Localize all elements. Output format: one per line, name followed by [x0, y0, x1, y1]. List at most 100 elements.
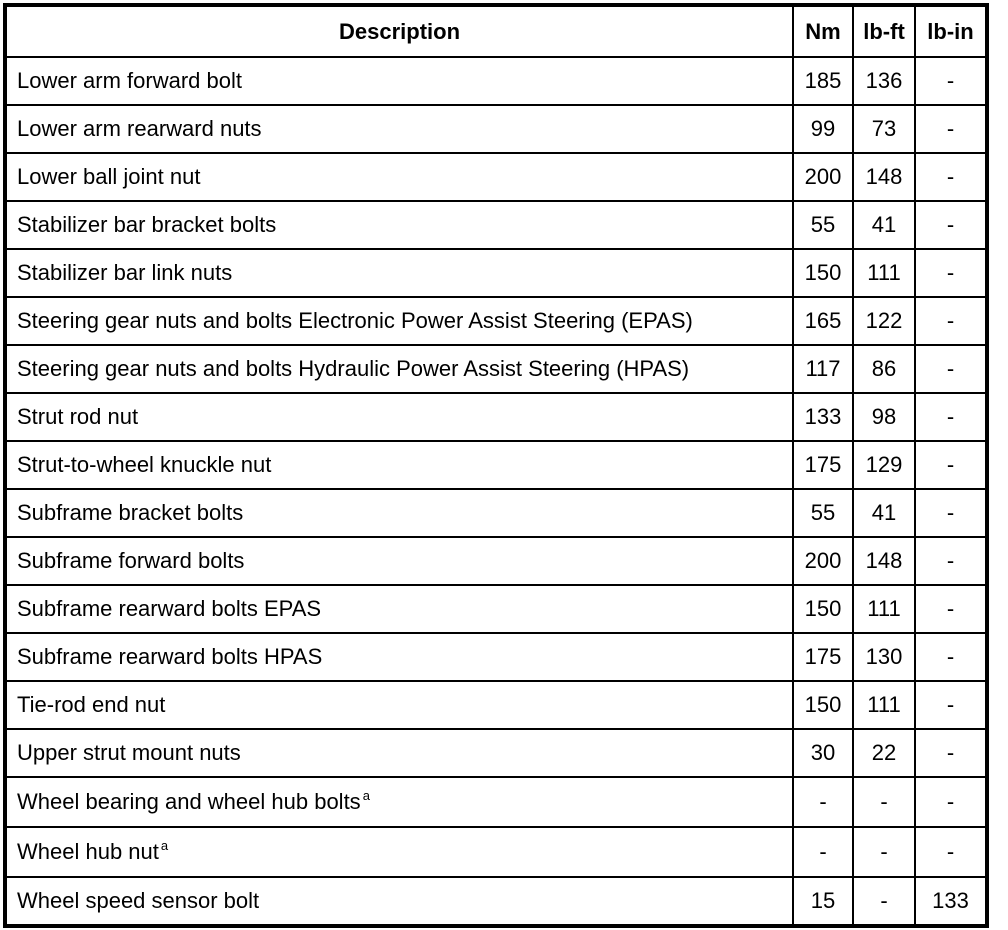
description-text: Stabilizer bar bracket bolts — [17, 212, 277, 237]
cell-description: Steering gear nuts and bolts Electronic … — [4, 296, 794, 346]
cell-lbft: - — [852, 876, 916, 927]
cell-description: Subframe rearward bolts EPAS — [4, 584, 794, 634]
description-text: Upper strut mount nuts — [17, 740, 241, 765]
cell-lbin: - — [914, 296, 988, 346]
description-text: Lower ball joint nut — [17, 164, 201, 189]
description-text: Subframe rearward bolts HPAS — [17, 644, 323, 669]
cell-lbin: - — [914, 728, 988, 778]
table-row: Lower ball joint nut 200 148- — [4, 152, 988, 202]
footnote-marker: a — [362, 788, 370, 803]
cell-description: Steering gear nuts and bolts Hydraulic P… — [4, 344, 794, 394]
cell-lbin: - — [914, 776, 988, 828]
table-row: Subframe rearward bolts EPAS 150 111- — [4, 584, 988, 634]
table-row: Upper strut mount nuts 30 22- — [4, 728, 988, 778]
cell-lbin: - — [914, 826, 988, 878]
cell-lbft: - — [852, 776, 916, 828]
description-text: Lower arm rearward nuts — [17, 116, 262, 141]
table-row: Lower arm rearward nuts 99 73- — [4, 104, 988, 154]
description-text: Tie-rod end nut — [17, 692, 166, 717]
cell-description: Lower arm rearward nuts — [4, 104, 794, 154]
table-row: Subframe rearward bolts HPAS 175 130- — [4, 632, 988, 682]
cell-lbft: - — [852, 826, 916, 878]
header-description: Description — [4, 4, 794, 58]
cell-description: Strut-to-wheel knuckle nut — [4, 440, 794, 490]
cell-lbin: - — [914, 584, 988, 634]
cell-description: Subframe bracket bolts — [4, 488, 794, 538]
cell-description: Stabilizer bar link nuts — [4, 248, 794, 298]
cell-lbft: 130 — [852, 632, 916, 682]
table-row: Wheel speed sensor bolt 15-133 — [4, 876, 988, 927]
cell-lbft: 98 — [852, 392, 916, 442]
cell-nm: 150 — [792, 680, 854, 730]
description-text: Strut-to-wheel knuckle nut — [17, 452, 272, 477]
cell-nm: 165 — [792, 296, 854, 346]
header-nm: Nm — [792, 4, 854, 58]
footnote-marker: a — [160, 838, 169, 853]
description-text: Steering gear nuts and bolts Electronic … — [17, 308, 693, 333]
cell-lbin: 133 — [914, 876, 988, 927]
cell-description: Wheel hub nut a — [4, 826, 794, 878]
cell-nm: 55 — [792, 200, 854, 250]
cell-description: Subframe forward bolts — [4, 536, 794, 586]
description-text: Wheel bearing and wheel hub bolts — [17, 789, 361, 814]
cell-lbin: - — [914, 680, 988, 730]
table-row: Stabilizer bar link nuts 150 111- — [4, 248, 988, 298]
cell-nm: 55 — [792, 488, 854, 538]
cell-lbft: 41 — [852, 200, 916, 250]
cell-description: Wheel bearing and wheel hub bolts a — [4, 776, 794, 828]
table-row: Steering gear nuts and bolts Hydraulic P… — [4, 344, 988, 394]
cell-description: Wheel speed sensor bolt — [4, 876, 794, 927]
cell-lbft: 148 — [852, 536, 916, 586]
table-row: Lower arm forward bolt 185 136- — [4, 56, 988, 106]
cell-lbin: - — [914, 152, 988, 202]
description-text: Strut rod nut — [17, 404, 139, 429]
description-text: Steering gear nuts and bolts Hydraulic P… — [17, 356, 690, 381]
table-row: Wheel hub nut a - - - — [4, 826, 988, 878]
cell-lbft: 136 — [852, 56, 916, 106]
cell-lbft: 22 — [852, 728, 916, 778]
cell-lbft: 73 — [852, 104, 916, 154]
table-row: Subframe bracket bolts 55 41- — [4, 488, 988, 538]
cell-lbin: - — [914, 248, 988, 298]
cell-lbft: 122 — [852, 296, 916, 346]
table-row: Strut-to-wheel knuckle nut 175 129- — [4, 440, 988, 490]
cell-nm: 175 — [792, 632, 854, 682]
cell-lbin: - — [914, 104, 988, 154]
cell-description: Tie-rod end nut — [4, 680, 794, 730]
cell-nm: 117 — [792, 344, 854, 394]
description-text: Stabilizer bar link nuts — [17, 260, 233, 285]
cell-lbin: - — [914, 536, 988, 586]
description-text: Lower arm forward bolt — [17, 68, 242, 93]
cell-nm: 133 — [792, 392, 854, 442]
cell-lbin: - — [914, 632, 988, 682]
cell-description: Stabilizer bar bracket bolts — [4, 200, 794, 250]
cell-nm: 15 — [792, 876, 854, 927]
cell-lbft: 111 — [852, 680, 916, 730]
description-text: Subframe rearward bolts EPAS — [17, 596, 322, 621]
cell-nm: - — [792, 826, 854, 878]
cell-nm: 150 — [792, 584, 854, 634]
table-row: Strut rod nut 133 98- — [4, 392, 988, 442]
cell-lbft: 111 — [852, 248, 916, 298]
cell-description: Subframe rearward bolts HPAS — [4, 632, 794, 682]
cell-lbin: - — [914, 56, 988, 106]
table-row: Subframe forward bolts 200 148- — [4, 536, 988, 586]
cell-nm: 175 — [792, 440, 854, 490]
cell-nm: 200 — [792, 152, 854, 202]
header-lbft: lb-ft — [852, 4, 916, 58]
cell-lbin: - — [914, 392, 988, 442]
cell-nm: 185 — [792, 56, 854, 106]
table-row: Stabilizer bar bracket bolts 55 41- — [4, 200, 988, 250]
cell-description: Upper strut mount nuts — [4, 728, 794, 778]
table-row: Wheel bearing and wheel hub bolts a - - - — [4, 776, 988, 828]
cell-lbin: - — [914, 488, 988, 538]
cell-nm: - — [792, 776, 854, 828]
cell-description: Strut rod nut — [4, 392, 794, 442]
cell-nm: 99 — [792, 104, 854, 154]
cell-description: Lower ball joint nut — [4, 152, 794, 202]
cell-lbin: - — [914, 200, 988, 250]
cell-lbin: - — [914, 344, 988, 394]
cell-lbft: 111 — [852, 584, 916, 634]
description-text: Subframe forward bolts — [17, 548, 245, 573]
cell-nm: 150 — [792, 248, 854, 298]
